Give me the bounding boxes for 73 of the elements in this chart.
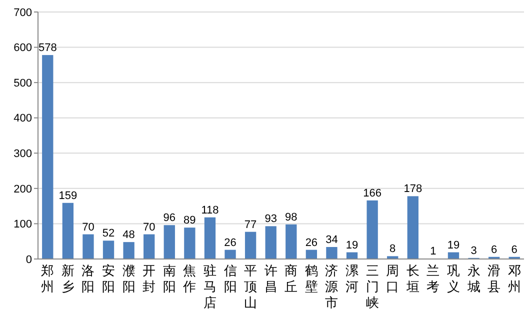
bar: [144, 234, 155, 259]
bar: [366, 200, 378, 259]
data-label: 6: [491, 244, 498, 256]
y-tick-label: 100: [14, 218, 32, 231]
data-label: 3: [470, 244, 477, 257]
x-tick-label: 滑县: [488, 263, 501, 294]
bar: [407, 196, 418, 259]
y-tick-label: 700: [14, 6, 32, 19]
x-tick-label: 许昌: [264, 263, 278, 294]
data-label: 52: [102, 228, 115, 240]
data-label: 118: [201, 204, 219, 216]
data-label: 166: [363, 187, 382, 200]
data-label: 77: [244, 218, 257, 231]
bar: [123, 242, 134, 259]
data-label: 26: [224, 236, 236, 249]
y-tick-label: 0: [26, 254, 32, 266]
data-label: 70: [82, 221, 94, 234]
data-label: 178: [404, 183, 422, 196]
x-tick-label: 三门峡: [366, 263, 379, 310]
x-tick-label: 濮阳: [122, 263, 136, 294]
bar: [306, 250, 318, 259]
y-tick-label: 400: [14, 112, 32, 125]
data-label: 19: [447, 239, 460, 252]
x-tick-label: 漯河: [346, 263, 359, 294]
bar: [265, 226, 276, 259]
data-label: 34: [326, 234, 338, 246]
x-tick-label: 洛阳: [82, 263, 95, 294]
x-tick-label: 周口: [386, 263, 400, 294]
data-label: 48: [122, 229, 135, 242]
bar: [164, 225, 175, 259]
y-tick-label: 200: [14, 183, 32, 196]
bar: [102, 240, 114, 259]
data-label: 26: [305, 236, 318, 249]
data-label: 96: [163, 212, 176, 224]
x-tick-label: 新乡: [61, 263, 74, 294]
bar: [244, 232, 256, 259]
y-tick-label: 600: [14, 42, 32, 54]
bar: [286, 224, 297, 259]
y-tick-label: 300: [14, 148, 32, 160]
x-tick-label: 开封: [142, 263, 156, 294]
bar: [82, 234, 94, 259]
data-label: 70: [142, 221, 156, 234]
data-label: 8: [390, 243, 396, 256]
data-label: 1: [430, 246, 436, 258]
x-tick-label: 邓州: [508, 263, 521, 294]
data-label: 98: [285, 211, 298, 224]
bar: [326, 247, 338, 259]
y-tick-label: 500: [14, 77, 32, 90]
x-tick-label: 兰考: [426, 263, 440, 294]
data-label: 6: [511, 244, 518, 256]
data-label: 578: [38, 42, 57, 54]
x-tick-label: 安阳: [102, 263, 116, 294]
x-tick-label: 商丘: [284, 263, 298, 294]
bar: [224, 250, 236, 259]
x-tick-label: 永城: [466, 263, 480, 294]
data-label: 89: [184, 214, 196, 227]
x-tick-label: 巩义: [446, 263, 460, 294]
data-label: 93: [264, 213, 277, 226]
x-tick-label: 鹤壁: [304, 263, 318, 294]
x-tick-label: 信阳: [224, 263, 237, 294]
bar: [204, 217, 216, 259]
data-label: 19: [346, 239, 358, 252]
bar: [42, 55, 54, 259]
x-tick-label: 平顶山: [244, 263, 258, 310]
x-tick-label: 南阳: [162, 263, 176, 294]
x-tick-label: 长垣: [405, 263, 420, 294]
bar: [184, 228, 196, 259]
data-label: 159: [58, 190, 78, 202]
x-tick-label: 济源市: [325, 263, 338, 310]
x-tick-label: 郑州: [41, 263, 54, 294]
bar: [62, 202, 74, 259]
x-tick-label: 驻马店: [203, 263, 216, 310]
x-tick-label: 焦作: [182, 263, 196, 294]
